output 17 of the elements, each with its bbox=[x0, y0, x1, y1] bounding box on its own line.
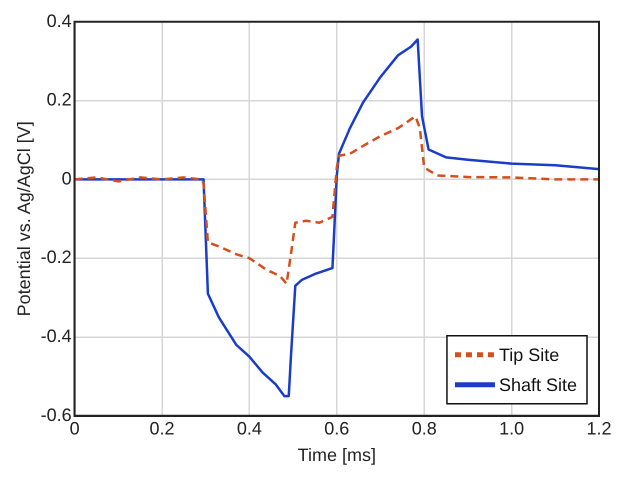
legend-label: Tip Site bbox=[498, 344, 560, 365]
y-tick-label: 0 bbox=[62, 168, 72, 188]
x-tick-label: 0.4 bbox=[236, 418, 262, 439]
x-tick-label: 0.2 bbox=[150, 418, 175, 439]
y-tick-label: -0.6 bbox=[40, 404, 72, 425]
x-axis-title: Time [ms] bbox=[298, 445, 376, 466]
y-tick-label: -0.2 bbox=[40, 247, 72, 268]
line-series bbox=[74, 115, 599, 286]
x-tick-label: 0.8 bbox=[412, 418, 437, 439]
y-tick-label: -0.4 bbox=[40, 326, 72, 346]
x-tick-label: 0.6 bbox=[324, 418, 350, 439]
y-axis-title: Potential vs. Ag/AgCl [V] bbox=[14, 121, 34, 316]
x-tick-label: 1.0 bbox=[499, 418, 524, 439]
legend-label: Shaft Site bbox=[498, 374, 577, 395]
y-tick-label: 0.2 bbox=[46, 90, 72, 110]
y-tick-label: 0.4 bbox=[46, 10, 72, 31]
x-tick-label: 1.2 bbox=[586, 418, 612, 439]
